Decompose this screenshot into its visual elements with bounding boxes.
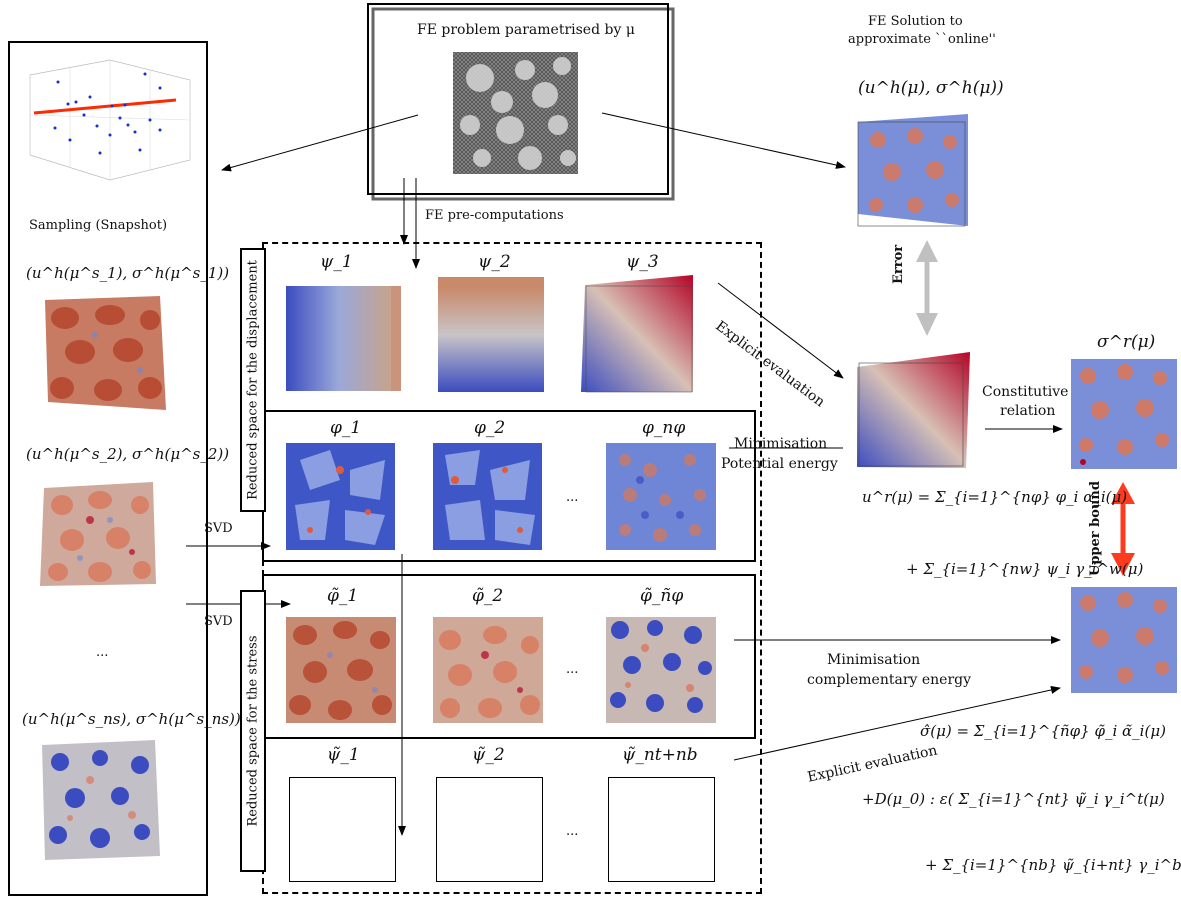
stress-space-label: Reduced space for the stress [245,635,261,827]
phi-n-label: φ_nφ [642,418,686,438]
phit2-tile [433,617,543,723]
phit-n-tile [606,617,716,723]
disp-space-label: Reduced space for the displacement [245,260,261,500]
stress-space-label-box: Reduced space for the stress [240,590,266,872]
fe-solution-title-2: approximate ``online'' [848,32,996,47]
snapshot-1-tile [45,296,166,410]
fe-precomputations-label: FE pre-computations [425,208,564,223]
constitutive-2: relation [1000,403,1056,419]
phit-n-label: φ̃_ñφ [640,586,684,606]
phit2-label: φ̃_2 [472,586,504,606]
fe-problem-title: FE problem parametrised by μ [417,22,635,38]
phi2-tile [433,443,542,550]
snapshot-scatter-plot [29,59,191,181]
mesh-inclusions [460,57,576,170]
reduced-displacement-tile [857,352,970,468]
ur-formula-1: u^r(μ) = Σ_{i=1}^{nφ} φ_i α_i(μ) [862,488,1128,506]
sigma-hat-formula-2: +D(μ_0) : ε( Σ_{i=1}^{nt} ψ̃_i γ_i^t(μ) [862,790,1165,808]
phi1-tile [286,443,395,550]
svd-label-2: SVD [204,614,233,629]
phi2-label: φ_2 [474,418,506,438]
psit2-tile [436,777,543,882]
error-arrow [916,240,938,336]
left-snapshot-panel [8,41,208,896]
psi1-tile [286,286,401,391]
psit2-label: ψ̃_2 [472,745,505,765]
connectors [186,112,1063,836]
svd-label-1: SVD [204,521,233,536]
phi1-label: φ_1 [330,418,362,438]
phit1-tile [286,617,396,723]
snapshot-n-tile [42,740,160,860]
sigma-r-tile [1071,359,1177,469]
reduced-space-dashed-frame [262,242,762,894]
snapshot-dots: ... [96,645,109,660]
psit-n-tile [608,777,715,882]
sigma-r-label: σ^r(μ) [1097,332,1156,352]
snapshot-1-label: (u^h(μ^s_1), σ^h(μ^s_1)) [26,264,230,282]
upper-bound-arrow [1111,482,1135,576]
minim-comp-1: Minimisation [827,652,921,668]
fe-problem-box [367,3,675,201]
minim-pot-1: Minimisation [734,436,828,452]
psi3-label: ψ_3 [626,252,659,272]
phit-dots: ... [566,662,579,677]
fe-solution-tile [857,114,968,227]
error-label: Error [891,244,906,284]
snapshot-2-label: (u^h(μ^s_2), σ^h(μ^s_2)) [26,445,230,463]
snapshot-n-label: (u^h(μ^s_ns), σ^h(μ^s_ns)) [22,710,241,728]
psit-n-label: ψ̃_nt+nb [622,745,698,765]
psit1-tile [289,777,396,882]
phi-dots: ... [566,490,579,505]
psit-dots: ... [566,824,579,839]
minim-pot-2: Potential energy [721,456,838,472]
disp-space-label-box: Reduced space for the displacement [240,248,266,512]
sigma-hat-formula-1: σ̂(μ) = Σ_{i=1}^{ñφ} φ̃_i α̃_i(μ) [920,722,1166,740]
regression-line [33,98,177,115]
fe-solution-formula: (u^h(μ), σ^h(μ)) [858,78,1004,98]
psit1-label: ψ̃_1 [327,745,360,765]
fe-solution-title-1: FE Solution to [868,14,963,29]
phi-n-tile [606,443,716,550]
sampling-label: Sampling (Snapshot) [29,218,168,233]
phit1-label: φ̃_1 [327,586,359,606]
sigma-hat-formula-3: + Σ_{i=1}^{nb} ψ̃_{i+nt} γ_i^b(μ) ) [925,856,1181,874]
psi2-label: ψ_2 [478,252,511,272]
psi2-tile [438,277,544,392]
minim-comp-2: complementary energy [807,672,972,688]
ur-formula-2: + Σ_{i=1}^{nw} ψ_i γ_i^w(μ) [906,560,1144,578]
psi1-label: ψ_1 [320,252,353,272]
snapshot-2-tile [40,482,156,586]
constitutive-1: Constitutive [982,384,1069,400]
psi3-tile [581,275,693,393]
sigma-hat-tile [1071,587,1177,693]
